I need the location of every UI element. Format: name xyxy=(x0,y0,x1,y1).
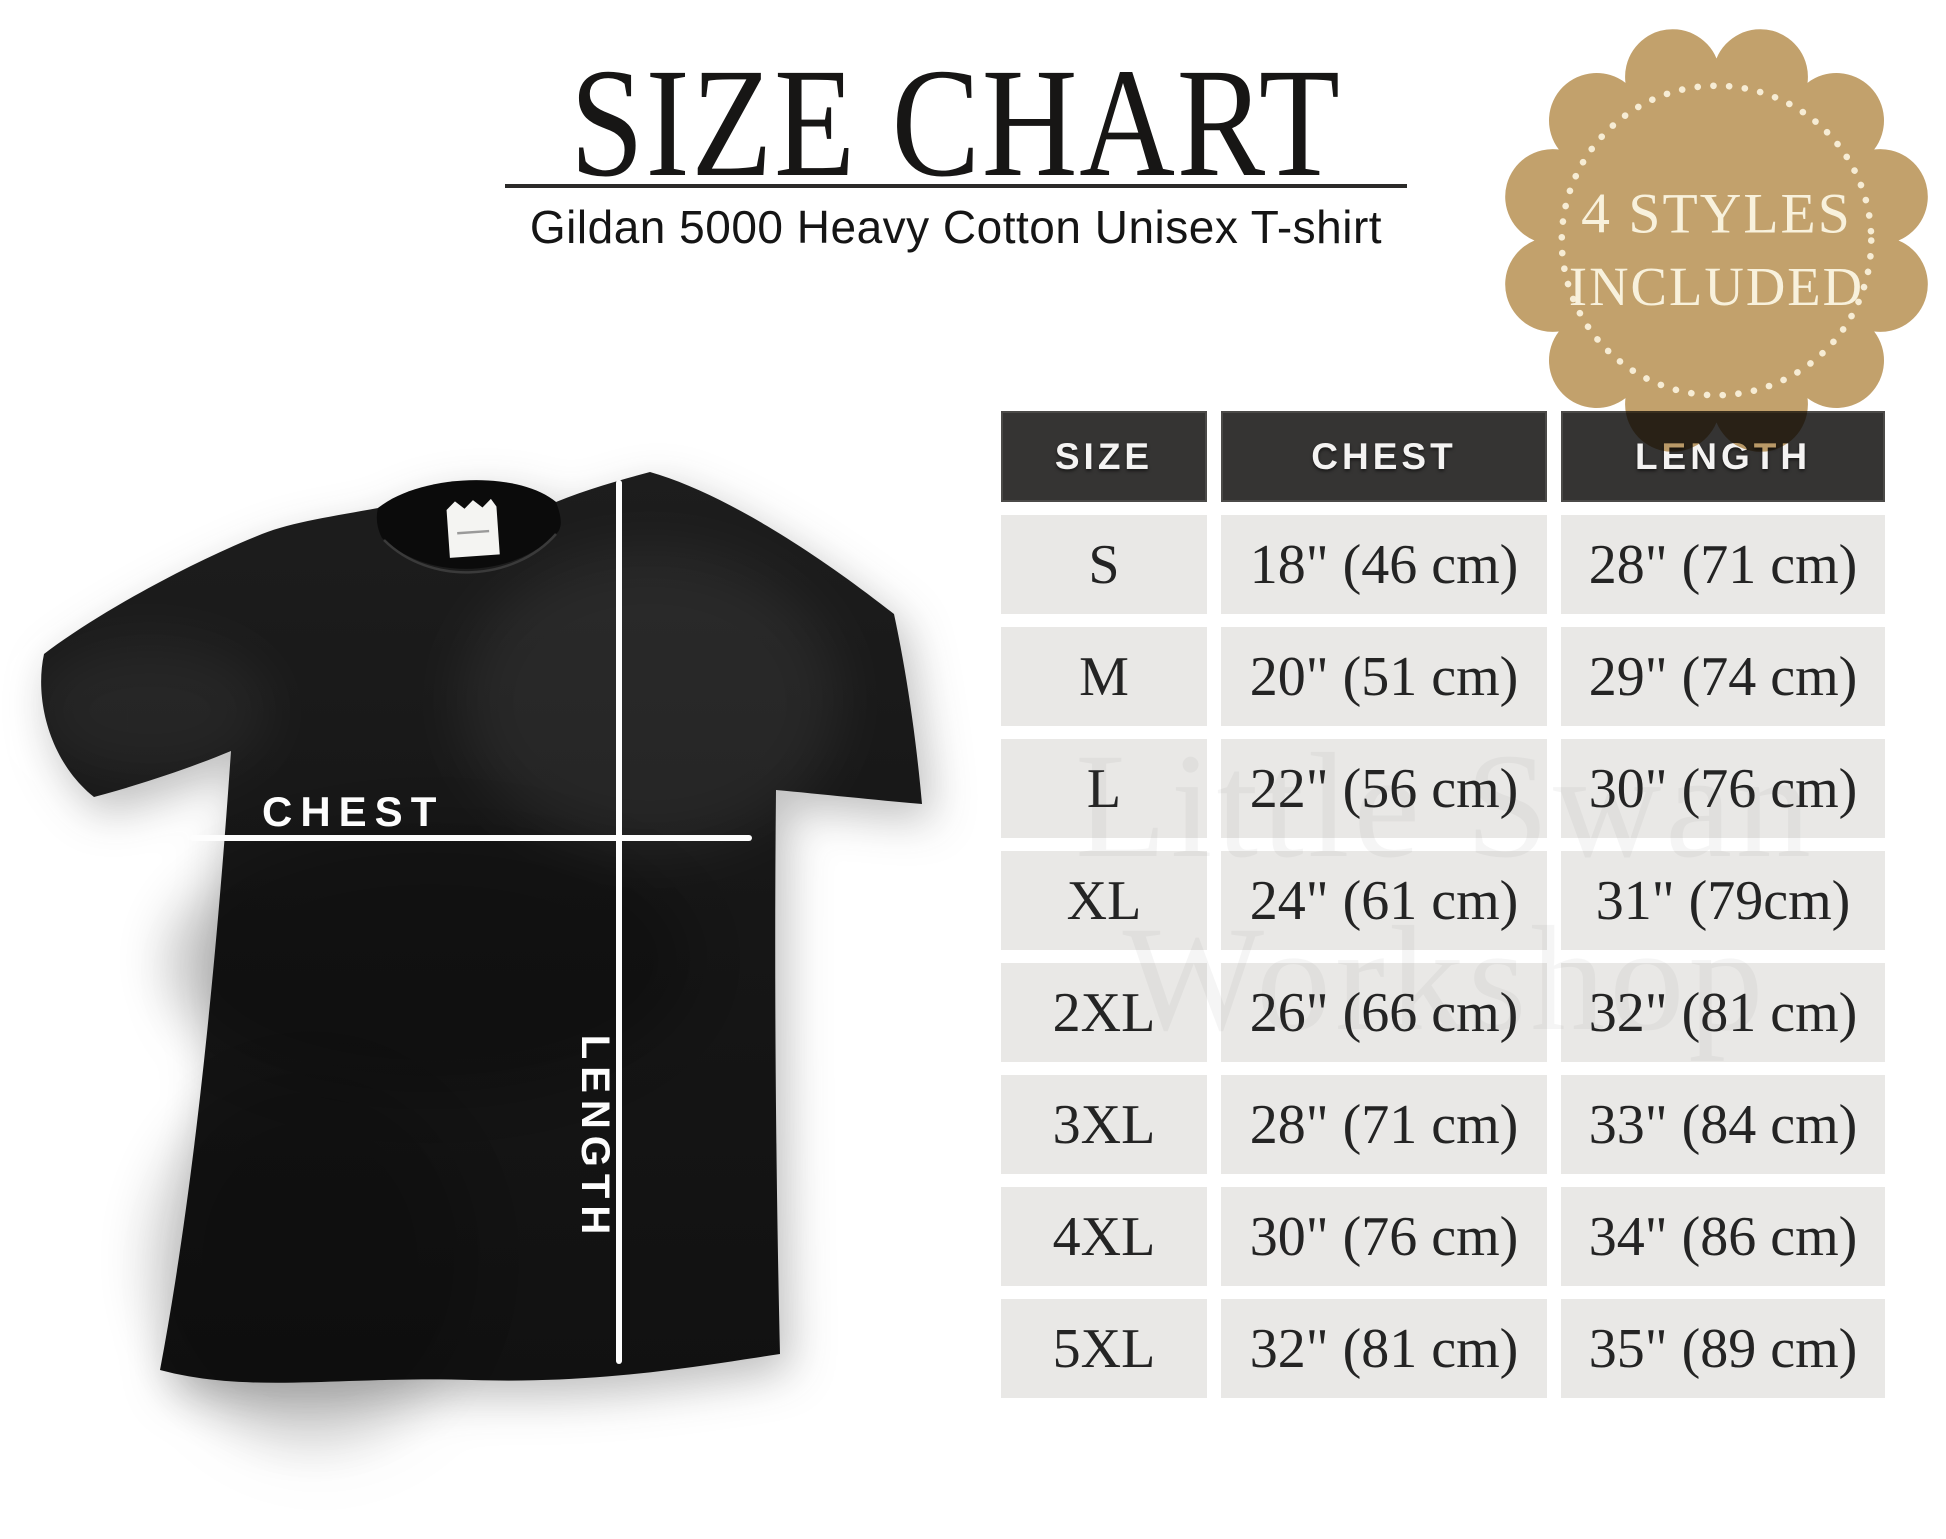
cell-size: S xyxy=(1001,515,1207,614)
length-measure-line xyxy=(616,480,622,1364)
chest-measure-line xyxy=(190,835,752,841)
cell-size: 2XL xyxy=(1001,963,1207,1062)
chest-line-label: CHEST xyxy=(262,788,444,835)
cell-length: 28" (71 cm) xyxy=(1561,515,1885,614)
title-underline xyxy=(505,184,1407,188)
cell-size: 4XL xyxy=(1001,1187,1207,1286)
badge-text-line1: 4 STYLES xyxy=(1581,182,1852,245)
cell-size: 5XL xyxy=(1001,1299,1207,1398)
cell-chest: 32" (81 cm) xyxy=(1221,1299,1547,1398)
cell-size: M xyxy=(1001,627,1207,726)
table-header-size: SIZE xyxy=(1001,411,1207,502)
title-block: SIZE CHART xyxy=(0,36,1912,209)
fabric-highlight xyxy=(460,550,840,850)
fabric-shadow xyxy=(170,830,690,1090)
cell-chest: 18" (46 cm) xyxy=(1221,515,1547,614)
cell-length: 29" (74 cm) xyxy=(1561,627,1885,726)
cell-length: 35" (89 cm) xyxy=(1561,1299,1885,1398)
cell-chest: 28" (71 cm) xyxy=(1221,1075,1547,1174)
tshirt-image: CHEST LENGTH xyxy=(30,472,922,1440)
cell-size: L xyxy=(1001,739,1207,838)
cell-length: 34" (86 cm) xyxy=(1561,1187,1885,1286)
cell-chest: 24" (61 cm) xyxy=(1221,851,1547,950)
collar-seam xyxy=(383,533,557,574)
sleeve-highlight xyxy=(30,640,270,780)
length-line-label: LENGTH xyxy=(573,1035,617,1241)
page-subtitle: Gildan 5000 Heavy Cotton Unisex T-shirt xyxy=(529,201,1383,253)
cell-length: 33" (84 cm) xyxy=(1561,1075,1885,1174)
size-table: SIZE CHEST LENGTH S 18" (46 cm) 28" (71 … xyxy=(1001,411,1885,1398)
cell-length: 30" (76 cm) xyxy=(1561,739,1885,838)
fabric-shadow-low xyxy=(150,1080,470,1440)
table-header-chest: CHEST xyxy=(1221,411,1547,502)
cell-size: 3XL xyxy=(1001,1075,1207,1174)
cell-length: 31" (79cm) xyxy=(1561,851,1885,950)
badge-dotted-ring xyxy=(1558,82,1875,399)
cell-chest: 26" (66 cm) xyxy=(1221,963,1547,1062)
neck-tag xyxy=(446,498,500,558)
page-title: SIZE CHART xyxy=(570,36,1342,209)
cell-size: XL xyxy=(1001,851,1207,950)
cell-chest: 30" (76 cm) xyxy=(1221,1187,1547,1286)
cell-chest: 22" (56 cm) xyxy=(1221,739,1547,838)
badge-scallop-shape xyxy=(1505,29,1928,452)
styles-included-badge: 4 STYLES INCLUDED xyxy=(1505,29,1928,452)
badge-text-line2: INCLUDED xyxy=(1569,256,1864,317)
cell-chest: 20" (51 cm) xyxy=(1221,627,1547,726)
cell-length: 32" (81 cm) xyxy=(1561,963,1885,1062)
